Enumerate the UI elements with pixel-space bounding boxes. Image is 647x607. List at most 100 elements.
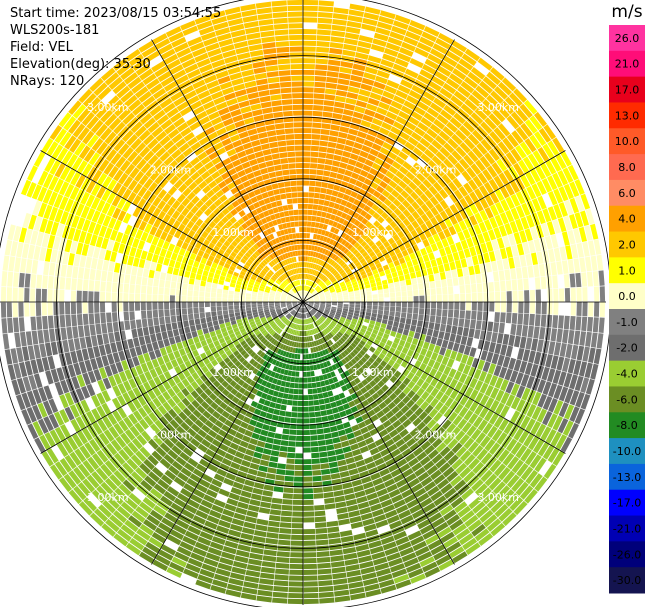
velocity-gate <box>398 414 408 424</box>
velocity-gate <box>159 442 171 453</box>
velocity-gate <box>419 69 434 80</box>
velocity-gate <box>376 21 393 31</box>
velocity-gate <box>161 331 168 340</box>
velocity-gate <box>327 183 335 190</box>
velocity-gate <box>469 347 477 358</box>
velocity-gate <box>219 443 229 452</box>
velocity-gate <box>248 281 255 286</box>
velocity-gate <box>142 546 158 559</box>
velocity-gate <box>305 285 308 291</box>
velocity-gate <box>241 367 248 374</box>
velocity-gate <box>519 103 533 119</box>
velocity-gate <box>265 473 276 480</box>
velocity-gate <box>289 316 294 321</box>
velocity-gate <box>378 493 391 503</box>
velocity-gate <box>430 377 439 387</box>
velocity-gate <box>279 528 292 534</box>
velocity-gate <box>113 262 121 273</box>
velocity-gate <box>90 358 98 371</box>
velocity-gate <box>342 403 351 410</box>
velocity-gate <box>288 334 293 340</box>
velocity-gate <box>552 275 559 289</box>
velocity-gate <box>277 311 283 315</box>
velocity-gate <box>204 396 214 406</box>
velocity-gate <box>269 344 275 351</box>
velocity-gate <box>164 309 170 317</box>
velocity-gate <box>468 226 477 237</box>
velocity-gate <box>409 442 420 452</box>
velocity-gate <box>398 382 407 391</box>
velocity-gate <box>350 333 357 340</box>
velocity-gate <box>234 294 240 299</box>
velocity-gate <box>529 115 543 131</box>
velocity-gate <box>409 166 420 177</box>
velocity-gate <box>428 322 435 330</box>
velocity-gate <box>346 316 353 321</box>
velocity-gate <box>310 329 314 335</box>
velocity-gate <box>370 282 377 288</box>
velocity-gate <box>209 541 224 551</box>
velocity-gate <box>8 256 16 272</box>
velocity-gate <box>322 392 329 398</box>
velocity-gate <box>279 386 285 393</box>
velocity-gate <box>253 354 259 361</box>
velocity-gate <box>12 302 18 318</box>
velocity-gate <box>303 232 307 238</box>
velocity-gate <box>444 376 453 386</box>
velocity-gate <box>274 372 280 379</box>
velocity-gate <box>452 342 460 352</box>
velocity-gate <box>138 258 146 269</box>
velocity-gate <box>358 555 373 564</box>
velocity-gate <box>553 288 559 302</box>
velocity-gate <box>447 154 458 166</box>
velocity-gate <box>226 497 239 507</box>
velocity-gate <box>308 297 313 300</box>
velocity-gate <box>195 273 202 281</box>
velocity-gate <box>488 250 496 262</box>
velocity-gate <box>283 310 289 315</box>
velocity-gate <box>357 155 367 164</box>
velocity-gate <box>116 505 131 519</box>
velocity-gate <box>245 362 252 370</box>
velocity-gate <box>505 280 512 291</box>
velocity-gate <box>111 302 117 313</box>
velocity-gate <box>330 383 337 390</box>
velocity-gate <box>225 349 233 357</box>
velocity-gate <box>372 309 378 314</box>
velocity-gate <box>358 34 374 43</box>
velocity-gate <box>303 488 314 494</box>
velocity-gate <box>355 136 365 145</box>
velocity-gate <box>209 367 217 375</box>
velocity-gate <box>110 251 118 263</box>
velocity-gate <box>326 188 333 196</box>
velocity-gate <box>314 352 318 359</box>
velocity-gate <box>321 285 327 290</box>
velocity-gate <box>479 509 494 523</box>
velocity-gate <box>354 234 361 242</box>
velocity-gate <box>344 427 353 435</box>
velocity-gate <box>529 289 536 302</box>
velocity-gate <box>486 165 498 178</box>
velocity-gate <box>500 280 506 292</box>
velocity-gate <box>92 421 103 435</box>
velocity-gate <box>435 390 444 401</box>
velocity-gate <box>461 421 472 434</box>
velocity-gate <box>286 452 296 459</box>
velocity-gate <box>172 328 180 337</box>
velocity-gate <box>162 354 170 364</box>
velocity-gate <box>358 230 365 237</box>
velocity-gate <box>395 291 402 297</box>
velocity-gate <box>229 372 237 380</box>
velocity-gate <box>458 344 466 354</box>
velocity-gate <box>280 440 289 446</box>
velocity-gate <box>201 473 214 483</box>
velocity-gate <box>164 469 177 481</box>
velocity-gate <box>449 333 457 343</box>
velocity-gate <box>171 322 178 330</box>
velocity-gate <box>486 518 502 532</box>
velocity-gate <box>181 387 190 397</box>
velocity-gate <box>495 302 501 312</box>
velocity-gate <box>240 592 257 601</box>
velocity-gate <box>170 308 176 316</box>
velocity-gate <box>331 308 337 311</box>
